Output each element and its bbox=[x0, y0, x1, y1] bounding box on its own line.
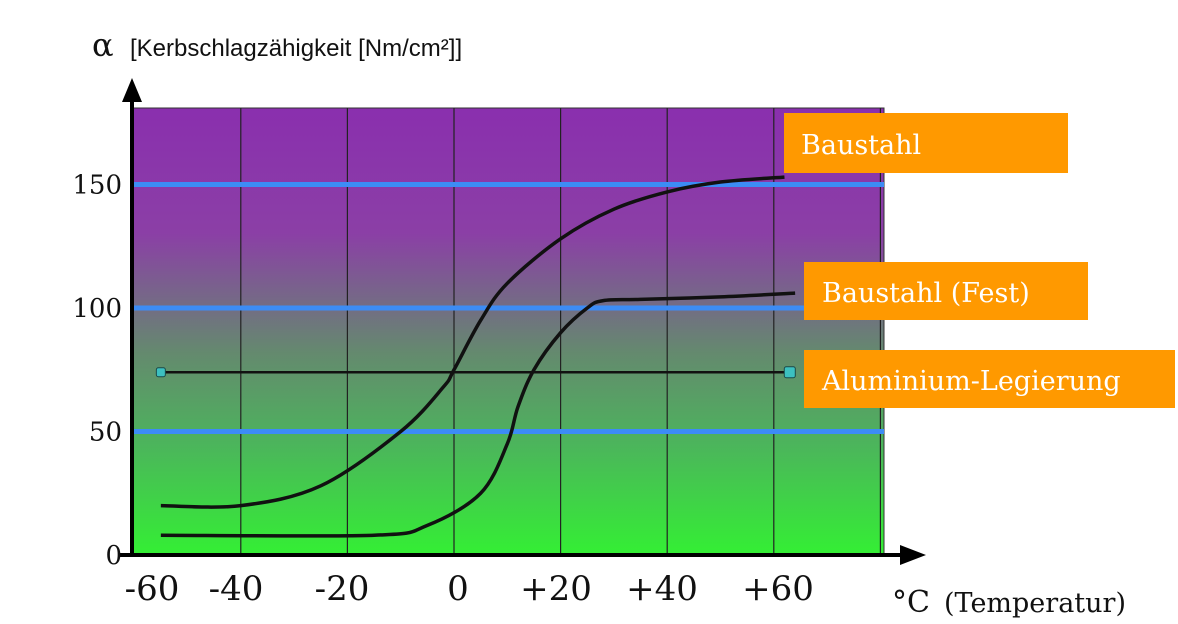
x-axis-arrow-icon bbox=[900, 545, 926, 565]
y-axis-title: [Kerbschlagzähigkeit [Nm/cm²]] bbox=[130, 35, 462, 62]
x-tick-label: -20 bbox=[315, 569, 370, 609]
y-axis-arrow-icon bbox=[122, 78, 142, 102]
y-tick-label: 150 bbox=[72, 171, 122, 201]
x-axis-title: (Temperatur) bbox=[944, 588, 1126, 619]
series-baustahl-fest-line bbox=[160, 291, 796, 538]
x-tick-label: +60 bbox=[742, 569, 814, 609]
series-labels: Baustahl Baustahl (Fest) Aluminium-Legieru… bbox=[784, 113, 1175, 408]
label-aluminium-legierung-box bbox=[804, 350, 1175, 408]
y-tick-labels: 0 50 100 150 bbox=[72, 171, 122, 572]
x-tick-labels: -60 -40 -20 0 +20 +40 +60 bbox=[125, 569, 814, 609]
x-axis-unit: °C bbox=[892, 585, 930, 620]
label-baustahl-fest-box bbox=[804, 262, 1088, 320]
x-tick-label: -60 bbox=[125, 569, 180, 609]
x-tick-label: 0 bbox=[447, 569, 469, 609]
series-baustahl-line bbox=[160, 175, 785, 509]
y-tick-label: 50 bbox=[89, 418, 122, 448]
plot-background bbox=[131, 107, 885, 556]
y-tick-label: 0 bbox=[105, 541, 122, 571]
x-tick-label: +20 bbox=[520, 569, 592, 609]
label-baustahl-text: Baustahl bbox=[801, 130, 921, 161]
x-tick-label: +40 bbox=[626, 569, 698, 609]
y-axis-symbol: α bbox=[92, 26, 114, 64]
label-baustahl-fest-text: Baustahl (Fest) bbox=[822, 278, 1030, 309]
x-tick-label: -40 bbox=[209, 569, 264, 609]
line-endpoint-handle[interactable] bbox=[783, 366, 796, 379]
horizontal-gridlines bbox=[132, 182, 884, 434]
label-aluminium-legierung-text: Aluminium-Legierung bbox=[821, 366, 1121, 397]
y-tick-label: 100 bbox=[72, 294, 122, 324]
marker-layer bbox=[155, 366, 796, 379]
series-layer bbox=[160, 175, 796, 538]
label-baustahl-box bbox=[784, 113, 1068, 173]
line-endpoint-handle[interactable] bbox=[155, 367, 166, 378]
